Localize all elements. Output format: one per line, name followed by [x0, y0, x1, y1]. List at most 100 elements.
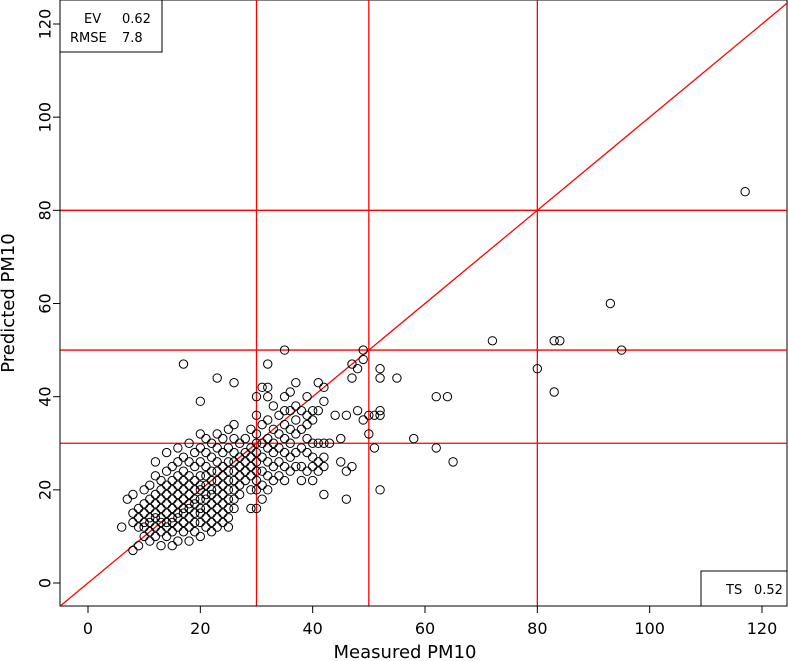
data-point	[173, 443, 183, 453]
data-point	[156, 475, 166, 486]
data-point	[212, 522, 222, 532]
data-point	[161, 499, 172, 509]
data-point	[352, 364, 363, 374]
data-point	[251, 447, 262, 458]
data-point	[268, 438, 279, 448]
y-tick-label: 40	[36, 386, 55, 406]
data-point	[375, 373, 385, 383]
data-point	[240, 466, 250, 476]
data-point	[178, 527, 189, 537]
data-point	[268, 461, 279, 472]
data-point	[190, 527, 200, 537]
data-point	[150, 508, 161, 518]
ev-value: 0.62	[122, 12, 151, 27]
data-point	[190, 485, 200, 495]
data-point	[167, 513, 177, 523]
data-point	[206, 527, 217, 537]
data-point	[195, 480, 206, 490]
data-point	[150, 513, 161, 523]
data-point	[150, 471, 161, 481]
data-point	[313, 405, 323, 416]
data-point	[347, 461, 357, 472]
data-point	[240, 433, 250, 444]
data-point	[246, 471, 256, 481]
data-point	[122, 494, 133, 504]
data-point	[257, 466, 267, 476]
data-point	[336, 457, 346, 467]
data-point	[190, 447, 200, 458]
data-point	[117, 522, 127, 532]
data-point	[195, 457, 206, 467]
data-point	[302, 433, 312, 444]
x-tick-label: 60	[415, 619, 435, 638]
data-point	[173, 471, 183, 481]
data-point	[133, 541, 144, 551]
data-point	[206, 485, 217, 495]
data-point	[195, 396, 206, 407]
data-point	[218, 499, 228, 509]
data-point	[251, 503, 262, 514]
data-point	[201, 522, 211, 532]
ts-value: 0.52	[754, 583, 783, 598]
data-point	[139, 485, 149, 495]
data-point	[201, 461, 211, 472]
data-point	[291, 377, 301, 388]
x-tick-label: 40	[302, 619, 322, 638]
x-tick-label: 80	[527, 619, 547, 638]
data-point	[487, 336, 498, 346]
data-point	[150, 522, 161, 532]
x-tick-label: 100	[634, 619, 665, 638]
data-point	[263, 391, 273, 402]
data-point	[128, 545, 138, 556]
data-point	[161, 447, 172, 458]
data-point	[139, 531, 149, 542]
data-point	[364, 410, 374, 420]
data-point	[223, 485, 234, 495]
data-point	[240, 457, 250, 467]
data-point	[139, 517, 149, 528]
data-point	[173, 536, 183, 546]
data-point	[150, 489, 161, 500]
data-point	[285, 452, 295, 462]
data-point	[251, 410, 262, 420]
ts-label: TS	[725, 583, 742, 598]
data-point	[145, 513, 155, 523]
data-point	[307, 461, 318, 472]
data-point	[212, 485, 222, 495]
data-point	[223, 443, 234, 453]
data-point	[234, 489, 245, 500]
data-point	[257, 419, 267, 430]
data-point	[358, 345, 368, 355]
y-tick-label: 60	[36, 293, 55, 313]
data-point	[257, 494, 267, 504]
x-tick-label: 20	[190, 619, 210, 638]
data-point	[268, 447, 279, 458]
data-point	[178, 517, 189, 528]
data-point	[229, 457, 239, 467]
data-point	[240, 475, 250, 486]
data-point	[212, 494, 222, 504]
data-point	[263, 471, 273, 481]
data-point	[190, 461, 200, 472]
data-point	[532, 364, 543, 374]
data-point	[302, 419, 312, 430]
data-point	[206, 517, 217, 528]
data-point	[178, 503, 189, 514]
data-point	[229, 494, 239, 504]
data-point	[184, 480, 194, 490]
data-point	[145, 494, 155, 504]
data-point	[139, 522, 149, 532]
data-point	[206, 466, 217, 476]
data-point	[313, 466, 323, 476]
data-point	[740, 187, 750, 197]
data-point	[190, 517, 200, 528]
data-point	[212, 475, 222, 486]
data-point	[184, 438, 194, 448]
data-point	[251, 391, 262, 402]
data-point	[279, 345, 290, 355]
ev-label: EV	[84, 12, 101, 27]
data-point	[218, 517, 228, 528]
data-point	[184, 457, 194, 467]
data-point	[313, 457, 323, 467]
